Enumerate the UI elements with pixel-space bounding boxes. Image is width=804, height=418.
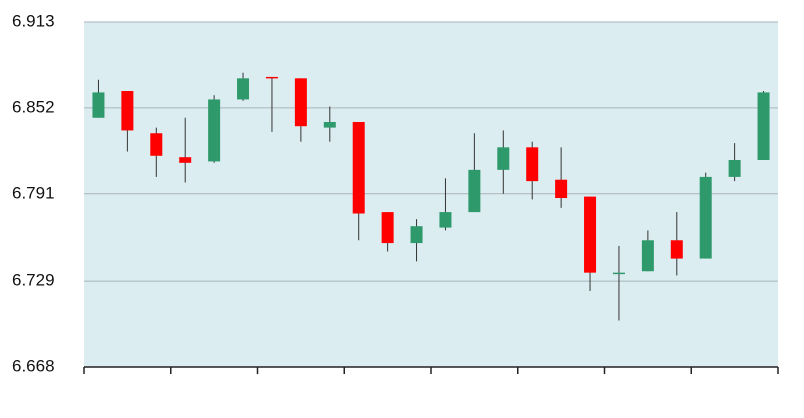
- candle: [670, 212, 683, 276]
- candle: [208, 95, 221, 163]
- candle-body-down: [381, 212, 394, 244]
- candle-body-down: [294, 78, 307, 127]
- candle-body-up: [208, 99, 221, 162]
- gridlines: [84, 21, 778, 282]
- x-axis: [83, 366, 779, 374]
- candle-body-down: [584, 196, 597, 273]
- candle-body-down: [265, 76, 278, 79]
- candle-body-down: [352, 121, 365, 214]
- candle: [555, 147, 568, 208]
- y-tick-label: 6.729: [12, 271, 55, 290]
- candle-body-down: [179, 157, 192, 163]
- candle: [641, 230, 654, 272]
- candle-body-down: [555, 179, 568, 199]
- candle: [526, 141, 539, 200]
- candle: [265, 76, 278, 132]
- candle-body-up: [641, 240, 654, 272]
- candle-body-up: [410, 226, 423, 244]
- y-axis-tick-labels: 6.913 6.852 6.791 6.729 6.668: [12, 11, 55, 375]
- candle: [699, 172, 712, 259]
- candle: [294, 78, 307, 142]
- y-tick-label: 6.791: [12, 183, 55, 202]
- candles: [92, 72, 770, 321]
- candle: [497, 130, 510, 194]
- candle: [612, 245, 625, 321]
- candle-body-down: [670, 240, 683, 259]
- candle-body-up: [92, 92, 105, 118]
- candle: [237, 72, 250, 101]
- candle-body-down: [526, 147, 539, 182]
- candle: [468, 133, 481, 213]
- candle-body-down: [121, 91, 134, 131]
- candle-body-up: [237, 78, 250, 100]
- y-tick-label: 6.668: [12, 356, 55, 375]
- candle-body-up: [728, 160, 741, 177]
- candle-body-up: [468, 169, 481, 213]
- candle: [439, 178, 452, 231]
- candle: [410, 219, 423, 262]
- candle: [757, 91, 770, 160]
- candle: [121, 91, 134, 152]
- candle-body-up: [439, 212, 452, 228]
- candle: [323, 106, 336, 142]
- candle: [150, 127, 163, 177]
- y-tick-label: 6.913: [12, 11, 55, 30]
- candle: [352, 121, 365, 241]
- y-tick-label: 6.852: [12, 97, 55, 116]
- candle: [179, 117, 192, 183]
- candle-body-up: [699, 176, 712, 259]
- candle-body-up: [323, 121, 336, 128]
- candle: [584, 196, 597, 291]
- candle: [728, 143, 741, 182]
- candle-body-up: [612, 272, 625, 275]
- candle-body-up: [757, 92, 770, 160]
- candle: [92, 79, 105, 118]
- candle-body-down: [150, 133, 163, 156]
- plot-area: [84, 22, 778, 367]
- candle-body-up: [497, 147, 510, 170]
- candle: [381, 212, 394, 252]
